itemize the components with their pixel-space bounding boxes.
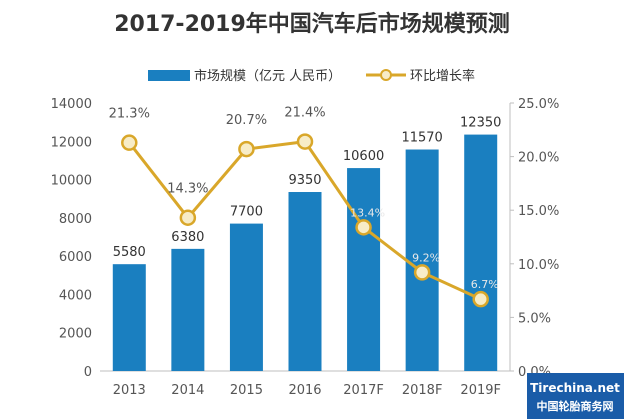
bar-data-label: 5580 <box>113 245 146 260</box>
x-tick-label: 2014 <box>171 383 204 398</box>
bar-data-label: 12350 <box>460 116 501 131</box>
plot-area: 020004000600080001000012000140000.0%5.0%… <box>51 97 560 398</box>
growth-rate-point <box>238 140 255 158</box>
y-right-tick-label: 10.0% <box>518 258 559 273</box>
bar-data-label: 6380 <box>171 230 204 245</box>
watermark: Tirechina.net 中国轮胎商务网 <box>527 373 624 419</box>
x-tick-label: 2017F <box>343 383 384 398</box>
x-tick-label: 2013 <box>113 383 146 398</box>
legend-bar-label: 市场规模（亿元 人民币） <box>194 68 341 84</box>
growth-rate-label: 14.3% <box>167 182 208 197</box>
watermark-name: 中国轮胎商务网 <box>537 399 614 413</box>
bar-data-label: 9350 <box>288 173 321 188</box>
growth-rate-point <box>179 209 197 226</box>
growth-rate-label: 20.7% <box>226 113 267 128</box>
y-right-tick-label: 25.0% <box>518 97 559 112</box>
bar <box>229 223 263 371</box>
y-left-tick-label: 8000 <box>59 212 92 227</box>
bar <box>171 248 205 371</box>
x-tick-label: 2019F <box>460 383 501 398</box>
y-left-tick-label: 0 <box>84 365 92 380</box>
y-right-tick-label: 15.0% <box>518 204 559 219</box>
bar <box>347 168 381 371</box>
bar-data-label: 7700 <box>230 205 263 220</box>
growth-rate-point <box>296 133 314 150</box>
y-left-tick-label: 4000 <box>59 288 92 303</box>
bar <box>112 264 146 371</box>
bar <box>464 134 498 371</box>
growth-rate-point <box>355 219 372 236</box>
growth-rate-point <box>413 264 431 281</box>
y-left-tick-label: 2000 <box>59 327 92 342</box>
watermark-site: Tirechina.net <box>530 381 620 395</box>
growth-rate-label: 21.3% <box>109 107 150 122</box>
x-tick-label: 2016 <box>288 383 321 398</box>
y-right-tick-label: 5.0% <box>518 311 551 326</box>
y-left-tick-label: 14000 <box>51 97 92 112</box>
growth-rate-label: 6.7% <box>471 278 499 291</box>
y-right-tick-label: 20.0% <box>518 151 559 166</box>
y-left-tick-label: 6000 <box>59 250 92 265</box>
legend-line-label: 环比增长率 <box>410 68 475 84</box>
growth-rate-point <box>121 134 138 151</box>
legend-bar-swatch <box>148 70 190 81</box>
y-left-tick-label: 12000 <box>51 135 92 150</box>
legend: 市场规模（亿元 人民币） 环比增长率 <box>148 68 475 84</box>
bar-data-label: 11570 <box>401 131 442 146</box>
y-left-tick-label: 10000 <box>51 174 92 189</box>
growth-rate-label: 13.4% <box>350 206 385 219</box>
watermark-badge <box>527 373 624 419</box>
legend-line-marker <box>380 69 392 81</box>
growth-rate-label: 9.2% <box>412 251 440 264</box>
bar-data-label: 10600 <box>343 149 384 164</box>
x-tick-label: 2015 <box>230 383 263 398</box>
chart-title: 2017-2019年中国汽车后市场规模预测 <box>114 11 510 37</box>
growth-rate-label: 21.4% <box>284 106 325 121</box>
bar <box>405 149 439 371</box>
growth-rate-point <box>472 290 489 308</box>
bar <box>288 192 322 371</box>
x-tick-label: 2018F <box>402 383 443 398</box>
